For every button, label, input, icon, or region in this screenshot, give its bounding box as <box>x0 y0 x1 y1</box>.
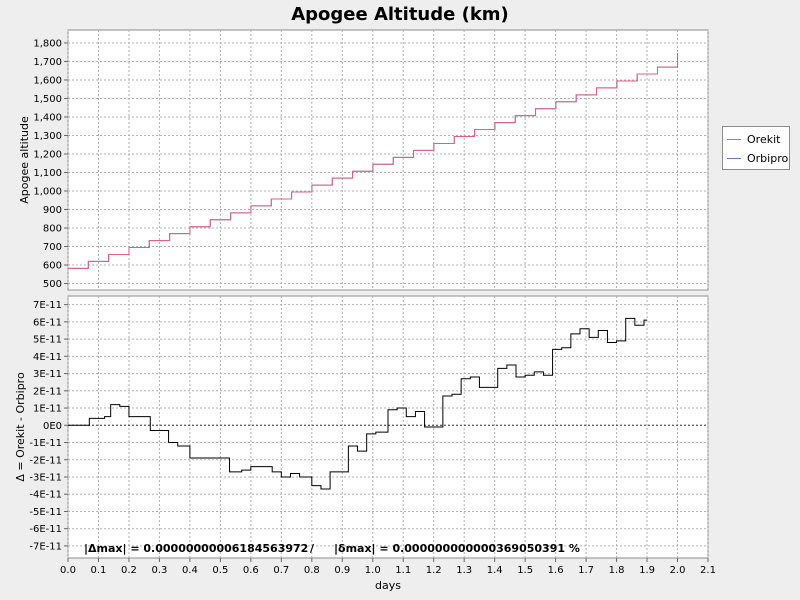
y-tick-label: 2E-11 <box>33 386 62 397</box>
y-tick-label: 3E-11 <box>33 369 62 380</box>
x-tick-label: 1.4 <box>487 565 503 576</box>
legend-item-orbipro: Orbipro <box>727 149 788 167</box>
orekit-series-line <box>68 53 679 269</box>
y-tick-label: -1E-11 <box>29 438 62 449</box>
bottom-plot: 7E-11 6E-11 5E-11 4E-11 3E-11 2E-11 1E-11 0E0 -1… <box>14 295 709 559</box>
x-tick-label: 1.5 <box>517 565 533 576</box>
x-tick-label: 1.3 <box>456 565 472 576</box>
x-tick-label: 0.0 <box>60 565 76 576</box>
y-tick-label: -2E-11 <box>29 455 62 466</box>
y-tick-label: -4E-11 <box>29 490 62 501</box>
y-tick-label: 1,800 <box>33 38 62 49</box>
legend-item-orekit: Orekit <box>727 130 780 148</box>
legend-label-orbipro: Orbipro <box>747 151 789 165</box>
difference-series-line <box>68 317 648 490</box>
annotation-separator: / <box>310 542 315 555</box>
y-tick-label: 7E-11 <box>33 300 62 311</box>
x-tick-label: 1.1 <box>395 565 411 576</box>
top-grid <box>67 30 709 290</box>
y-tick-label: 1E-11 <box>33 404 62 415</box>
x-ticks: 0.0 0.1 0.2 0.3 0.4 0.5 0.6 0.7 0.8 0.9 1.0 1.1 1.2 1… <box>60 558 716 576</box>
x-tick-label: 0.1 <box>91 565 107 576</box>
y-tick-label: 1,200 <box>33 149 62 160</box>
x-tick-label: 0.6 <box>243 565 259 576</box>
y-tick-label: -5E-11 <box>29 507 62 518</box>
y-tick-label: 900 <box>43 205 62 216</box>
y-tick-label: 5E-11 <box>33 335 62 346</box>
x-tick-label: 0.2 <box>121 565 137 576</box>
chart-title: Apogee Altitude (km) <box>291 4 509 25</box>
y-tick-label: 700 <box>43 242 62 253</box>
bottom-y-ticks: 7E-11 6E-11 5E-11 4E-11 3E-11 2E-11 1E-11 0E0 -1… <box>29 300 68 552</box>
y-tick-label: -6E-11 <box>29 524 62 535</box>
x-tick-label: 0.9 <box>334 565 350 576</box>
x-tick-label: 2.1 <box>700 565 716 576</box>
x-tick-label: 0.5 <box>212 565 228 576</box>
delta-max-annotation: |Δmax| = 0.00000000006184563972 <box>84 542 309 555</box>
x-tick-label: 0.7 <box>273 565 289 576</box>
x-tick-label: 1.0 <box>365 565 381 576</box>
y-tick-label: 1,400 <box>33 112 62 123</box>
y-tick-label: -3E-11 <box>29 472 62 483</box>
top-y-ticks: 500 600 700 800 900 1,000 1,100 1,200 1,300 1,400… <box>33 38 68 290</box>
x-tick-label: 1.2 <box>426 565 442 576</box>
y-tick-label: 600 <box>43 261 62 272</box>
y-tick-label: 0E0 <box>43 421 62 432</box>
delta-rel-max-annotation: |δmax| = 0.000000000000369050391 % <box>334 542 580 555</box>
orbipro-swatch <box>727 157 741 159</box>
y-tick-label: 1,100 <box>33 168 62 179</box>
x-tick-label: 1.9 <box>639 565 655 576</box>
y-tick-label: 1,300 <box>33 131 62 142</box>
x-tick-label: 1.7 <box>578 565 594 576</box>
top-y-axis-label: Apogee altitude <box>18 116 31 204</box>
y-tick-label: 6E-11 <box>33 317 62 328</box>
x-tick-label: 0.4 <box>182 565 198 576</box>
y-tick-label: 1,000 <box>33 186 62 197</box>
y-tick-label: 800 <box>43 224 62 235</box>
bottom-y-axis-label: Δ = Orekit - Orbipro <box>14 372 27 482</box>
x-tick-label: 1.8 <box>609 565 625 576</box>
x-axis-label: days <box>375 579 401 592</box>
x-tick-label: 0.3 <box>151 565 167 576</box>
legend-label-orekit: Orekit <box>747 132 781 146</box>
x-tick-label: 1.6 <box>548 565 564 576</box>
y-tick-label: 1,500 <box>33 94 62 105</box>
y-tick-label: 1,600 <box>33 75 62 86</box>
y-tick-label: -7E-11 <box>29 541 62 552</box>
x-tick-label: 0.8 <box>304 565 320 576</box>
legend: Orekit Orbipro <box>722 126 790 170</box>
top-plot-area <box>67 29 709 291</box>
x-tick-label: 2.0 <box>670 565 686 576</box>
y-tick-label: 4E-11 <box>33 352 62 363</box>
orekit-swatch <box>727 138 741 140</box>
y-tick-label: 500 <box>43 279 62 290</box>
y-tick-label: 1,700 <box>33 57 62 68</box>
top-plot: 500 600 700 800 900 1,000 1,100 1,200 1,300 1,400… <box>18 29 709 291</box>
